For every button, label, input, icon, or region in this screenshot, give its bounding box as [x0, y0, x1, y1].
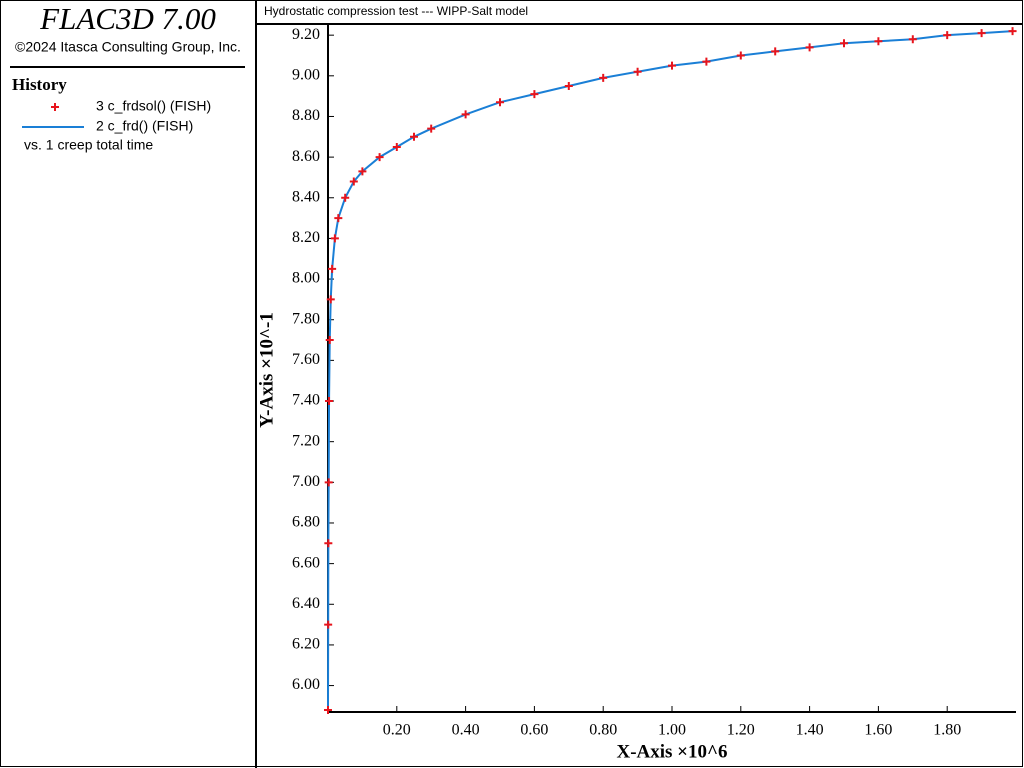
- plus-marker: [461, 110, 470, 119]
- copyright: ©2024 Itasca Consulting Group, Inc.: [15, 39, 241, 55]
- y-tick-label: 8.40: [292, 188, 320, 205]
- plus-marker: [330, 234, 339, 243]
- x-tick-label: 1.40: [796, 722, 824, 739]
- plus-marker: [599, 73, 608, 82]
- plus-marker: [943, 31, 952, 40]
- plus-marker: [325, 336, 334, 345]
- x-tick-label: 0.60: [520, 722, 548, 739]
- x-tick-label: 1.00: [658, 722, 686, 739]
- y-tick-label: 7.40: [292, 392, 320, 409]
- y-tick-label: 9.20: [292, 26, 320, 43]
- y-tick-label: 7.20: [292, 432, 320, 449]
- y-tick-label: 7.00: [292, 473, 320, 490]
- y-tick-label: 6.60: [292, 554, 320, 571]
- plus-marker: [633, 67, 642, 76]
- plus-marker: [324, 478, 333, 487]
- plus-marker: [1008, 27, 1017, 36]
- x-tick-label: 1.60: [864, 722, 892, 739]
- plus-marker: [358, 167, 367, 176]
- legend-label: 2 c_frd() (FISH): [96, 118, 193, 134]
- y-tick-label: 8.00: [292, 270, 320, 287]
- x-tick-label: 0.40: [452, 722, 480, 739]
- y-tick-label: 6.00: [292, 676, 320, 693]
- y-tick-label: 9.00: [292, 66, 320, 83]
- y-tick-label: 7.80: [292, 310, 320, 327]
- plus-marker: [496, 98, 504, 107]
- plus-marker: [564, 81, 573, 90]
- chart-title: Hydrostatic compression test --- WIPP-Sa…: [264, 4, 528, 18]
- plus-marker: [324, 705, 332, 714]
- legend-footer: vs. 1 creep total time: [24, 137, 153, 153]
- legend-marker: [51, 103, 59, 111]
- plus-marker: [840, 39, 848, 48]
- legend-label: 3 c_frdsol() (FISH): [96, 98, 211, 114]
- y-tick-label: 6.20: [292, 636, 320, 653]
- plus-marker: [977, 29, 986, 38]
- plus-marker: [349, 177, 358, 186]
- plus-marker: [324, 620, 333, 629]
- plus-marker: [328, 264, 337, 273]
- plus-marker: [702, 57, 711, 66]
- y-tick-label: 7.60: [292, 351, 320, 368]
- plus-marker: [392, 142, 401, 151]
- plus-marker: [736, 51, 745, 60]
- plus-marker: [805, 43, 814, 52]
- plus-marker: [341, 193, 350, 202]
- plus-marker: [325, 397, 334, 406]
- x-tick-label: 0.80: [589, 722, 617, 739]
- x-tick-label: 1.20: [727, 722, 755, 739]
- y-tick-label: 8.80: [292, 107, 320, 124]
- y-tick-label: 6.80: [292, 514, 320, 531]
- app-title: FLAC3D 7.00: [39, 1, 216, 36]
- y-tick-label: 6.40: [292, 595, 320, 612]
- x-tick-label: 0.20: [383, 722, 411, 739]
- plus-marker: [326, 295, 335, 304]
- y-tick-label: 8.60: [292, 148, 320, 165]
- plus-marker: [427, 124, 436, 133]
- plus-marker: [668, 61, 676, 70]
- plus-marker: [771, 47, 780, 56]
- plus-marker: [410, 132, 418, 141]
- x-tick-label: 1.80: [933, 722, 961, 739]
- plus-marker: [530, 90, 539, 99]
- y-tick-label: 8.20: [292, 229, 320, 246]
- plus-marker: [874, 37, 883, 46]
- series-line: [327, 30, 1013, 710]
- y-axis-label: Y-Axis ×10^-1: [256, 312, 277, 428]
- plus-marker: [334, 214, 343, 223]
- plus-marker: [375, 153, 384, 162]
- plus-marker: [324, 539, 333, 548]
- plus-marker: [908, 35, 917, 44]
- legend-title: History: [12, 75, 67, 94]
- x-axis-label: X-Axis ×10^6: [616, 741, 727, 762]
